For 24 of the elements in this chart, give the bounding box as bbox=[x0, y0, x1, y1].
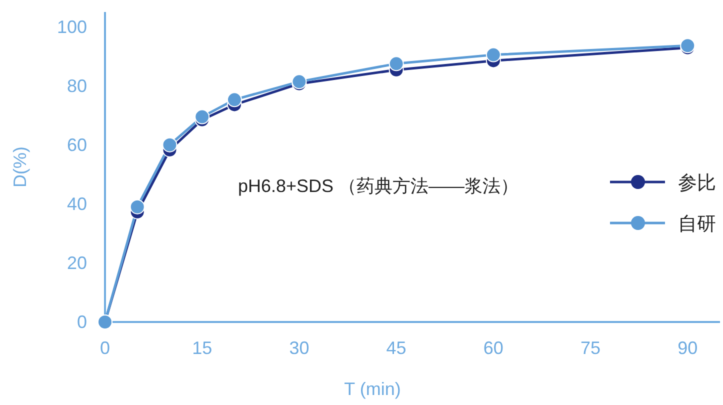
point bbox=[486, 47, 501, 62]
point bbox=[130, 199, 145, 214]
x-tick-label: 30 bbox=[289, 338, 310, 358]
y-axis-title: D(%) bbox=[10, 146, 30, 188]
x-tick-label: 45 bbox=[386, 338, 406, 358]
y-tick-label: 40 bbox=[66, 194, 87, 214]
x-tick-label: 90 bbox=[678, 338, 698, 358]
y-tick-label: 20 bbox=[66, 252, 87, 273]
point bbox=[194, 109, 210, 124]
point bbox=[226, 92, 242, 108]
legend-label: 参比 bbox=[678, 173, 716, 194]
point bbox=[388, 56, 404, 72]
y-tick-label: 80 bbox=[66, 76, 87, 96]
y-tick-label: 60 bbox=[66, 134, 87, 155]
legend-label: 自研 bbox=[678, 214, 716, 235]
x-tick-label: 60 bbox=[483, 338, 504, 358]
point bbox=[162, 137, 178, 152]
annotation: pH6.8+SDS （药典方法——浆法） bbox=[238, 176, 519, 196]
x-axis-title: T (min) bbox=[344, 379, 401, 399]
x-tick-label: 75 bbox=[580, 338, 601, 358]
x-tick-label: 15 bbox=[192, 338, 212, 358]
y-tick-label: 100 bbox=[56, 16, 87, 37]
y-tick-label: 0 bbox=[76, 312, 87, 332]
x-tick-label: 0 bbox=[100, 338, 110, 358]
